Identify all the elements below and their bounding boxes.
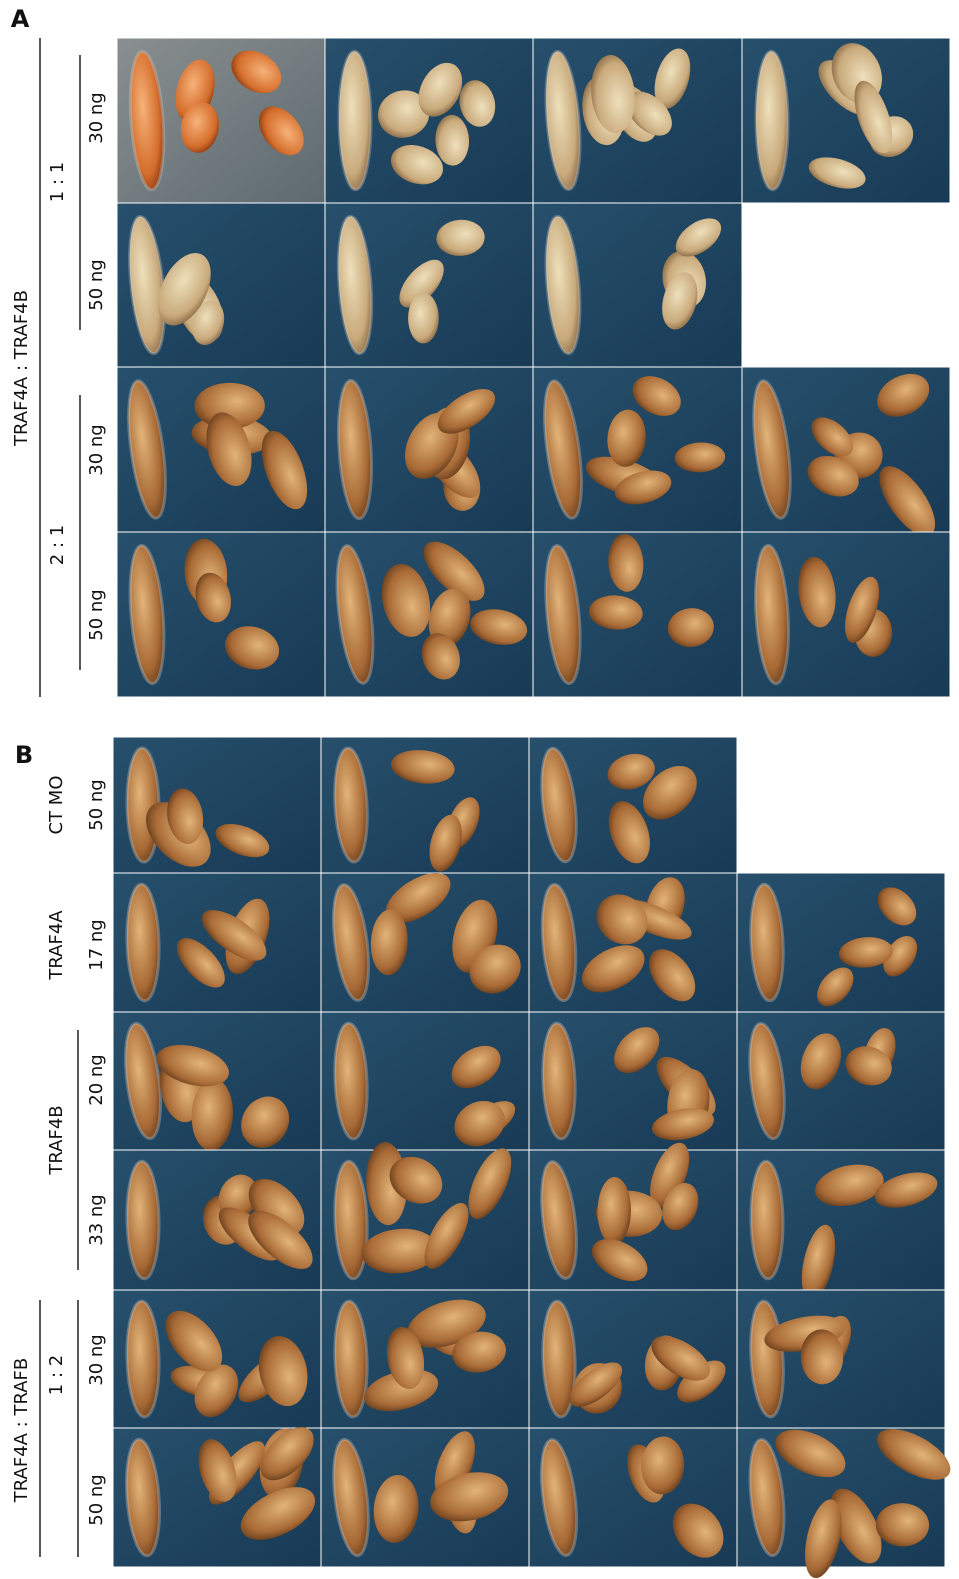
panel-label: A <box>11 5 30 33</box>
embryo-photo <box>321 863 530 1012</box>
dose-label: 50 ng <box>86 779 107 830</box>
embryo-photo <box>325 367 533 532</box>
dose-label: 20 ng <box>86 1054 107 1105</box>
embryo-photo <box>533 532 742 697</box>
embryo-photo <box>529 873 737 1012</box>
embryo-photo <box>737 1290 945 1428</box>
embryo-photo <box>321 737 529 875</box>
dose-label: 50 ng <box>86 589 107 640</box>
embryo-photo <box>117 203 325 367</box>
embryo-photo <box>742 532 950 697</box>
page: {"panel_a": {"label": "A", "title": "TRA… <box>0 0 959 1579</box>
embryo-photo <box>529 1290 737 1428</box>
dose-label: 33 ng <box>86 1194 107 1245</box>
embryo-photo <box>117 367 325 532</box>
embryo-photo <box>321 1012 529 1155</box>
embryo <box>750 1161 784 1279</box>
panel-label: B <box>15 741 33 769</box>
embryo-photo <box>533 367 742 532</box>
dose-label: 17 ng <box>86 919 107 970</box>
embryo-photo <box>325 38 533 203</box>
embryo-photo <box>113 1150 322 1290</box>
ratio-label: 1 : 2 <box>46 1355 67 1395</box>
embryo-photo <box>533 203 742 367</box>
embryo-photo <box>117 38 325 203</box>
embryo-photo <box>113 1418 323 1567</box>
group-name: TRAF4B <box>46 1105 67 1175</box>
embryo-photo <box>117 532 325 697</box>
embryo-photo <box>113 737 321 879</box>
dose-label: 30 ng <box>86 1334 107 1385</box>
embryo-photo <box>325 532 533 697</box>
embryo <box>755 51 788 190</box>
embryo-photo <box>737 1012 945 1150</box>
embryo-photo <box>529 737 737 873</box>
embryo-photo <box>321 1426 529 1567</box>
photo-grid <box>113 35 958 1579</box>
ratio-label: 2 : 1 <box>47 525 68 565</box>
embryo-photo <box>533 38 742 203</box>
group-title: TRAF4A : TRAF4B <box>11 290 32 447</box>
embryo-photo <box>742 35 950 203</box>
embryo <box>338 51 371 190</box>
dose-label: 50 ng <box>86 1474 107 1525</box>
figure: A TRAF4A : TRAF4B 1 : 1 30 ng 50 ng 2 : … <box>0 0 959 1579</box>
embryo-photo <box>737 1419 958 1579</box>
embryo-photo <box>113 1290 321 1428</box>
embryo-photo <box>529 1428 737 1568</box>
ratio-label: 1 : 1 <box>47 162 68 202</box>
dose-label: 30 ng <box>86 424 107 475</box>
embryo-photo <box>325 203 533 367</box>
dose-label: 50 ng <box>86 259 107 310</box>
embryo-photo <box>529 1012 737 1150</box>
embryo <box>408 293 439 344</box>
group-name: TRAF4A <box>46 910 67 981</box>
embryo-photo <box>113 1012 321 1157</box>
embryo-photo <box>737 873 945 1013</box>
embryo-photo <box>321 1141 529 1290</box>
embryo-photo <box>529 1137 737 1290</box>
embryo-photo <box>742 365 950 544</box>
dose-label: 30 ng <box>86 92 107 143</box>
embryo-photo <box>737 1150 945 1303</box>
group-name: CT MO <box>46 776 67 835</box>
embryo-photo <box>321 1290 529 1428</box>
embryo-photo <box>113 873 321 1012</box>
group-title: TRAF4A : TRAFB <box>11 1358 32 1504</box>
